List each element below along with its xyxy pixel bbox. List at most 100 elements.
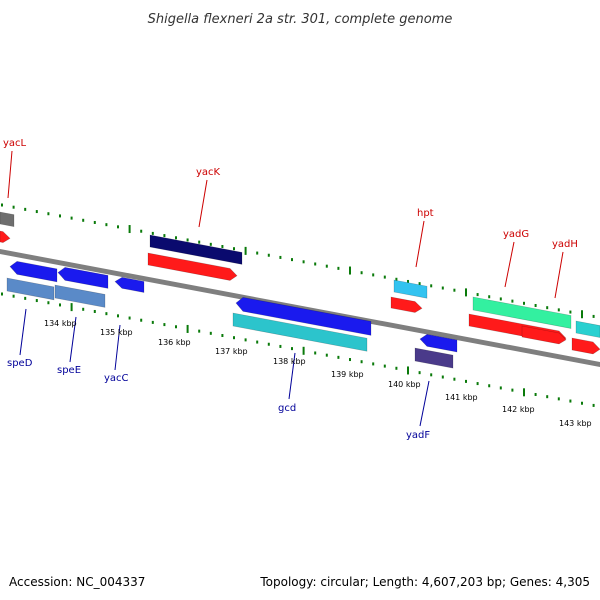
minor-tick xyxy=(279,255,282,259)
minor-tick xyxy=(291,347,293,351)
minor-tick xyxy=(337,355,340,359)
gene-label-yadG: yadG xyxy=(503,229,529,240)
gene-label-lines xyxy=(7,150,564,427)
feature-yacC xyxy=(114,277,145,293)
axis-tick-label: 143 kbp xyxy=(559,419,592,428)
feature-speE-cds xyxy=(54,284,106,308)
yadH-label-line xyxy=(554,251,564,299)
minor-tick xyxy=(35,299,38,303)
minor-tick xyxy=(337,266,340,270)
minor-tick xyxy=(175,236,177,240)
minor-tick xyxy=(418,282,421,286)
minor-tick xyxy=(511,299,514,303)
minor-tick xyxy=(117,314,119,318)
minor-tick xyxy=(24,296,27,300)
feature-track xyxy=(0,211,600,369)
axis-tick-label: 137 kbp xyxy=(215,347,248,356)
minor-tick xyxy=(453,377,456,381)
minor-tick xyxy=(198,240,201,244)
axis-tick-label: 134 kbp xyxy=(44,319,77,328)
minor-tick xyxy=(140,318,143,322)
yacC-label-line xyxy=(114,324,121,371)
map-title: Shigella flexneri 2a str. 301, complete … xyxy=(148,12,453,27)
gene-label-speE: speE xyxy=(57,365,81,376)
yadF-label-line xyxy=(419,380,430,427)
accession-text: Accession: NC_004337 xyxy=(9,575,145,589)
minor-tick xyxy=(221,334,224,338)
minor-tick xyxy=(314,262,317,266)
axis-tick-labels: 134 kbp 135 kbp 136 kbp 137 kbp 138 kbp 139 k… xyxy=(44,319,592,428)
minor-tick xyxy=(453,288,456,292)
minor-tick xyxy=(47,301,50,305)
axis-tick-label: 142 kbp xyxy=(502,405,535,414)
gene-label-yacK: yacK xyxy=(196,167,221,178)
minor-tick xyxy=(581,401,583,405)
minor-tick xyxy=(12,205,15,209)
minor-tick xyxy=(163,234,166,238)
minor-tick xyxy=(291,258,293,262)
feature-hpt xyxy=(390,296,423,313)
minor-tick xyxy=(140,229,143,233)
minor-tick xyxy=(430,284,433,288)
minor-tick xyxy=(407,279,409,283)
minor-tick xyxy=(557,397,560,401)
minor-tick xyxy=(557,308,560,312)
minor-tick xyxy=(372,362,375,366)
hpt-label-line xyxy=(415,220,425,268)
minor-tick xyxy=(221,245,224,249)
minor-tick xyxy=(488,295,491,299)
minor-tick xyxy=(569,399,572,403)
feature-speD-cds xyxy=(6,277,55,301)
minor-tick xyxy=(209,242,212,246)
yacL-label-line xyxy=(7,150,13,199)
minor-tick xyxy=(476,293,479,297)
minor-tick xyxy=(267,342,270,346)
minor-tick xyxy=(1,292,3,296)
minor-tick xyxy=(151,320,154,324)
minor-tick xyxy=(105,223,108,227)
gene-label-gcd: gcd xyxy=(278,403,296,414)
minor-tick xyxy=(523,301,525,305)
minor-tick xyxy=(383,275,386,279)
minor-tick xyxy=(488,384,491,388)
minor-tick xyxy=(70,216,73,220)
gene-label-yadH: yadH xyxy=(552,239,578,250)
gene-label-yadF: yadF xyxy=(406,430,430,441)
axis-tick-label: 139 kbp xyxy=(331,370,364,379)
minor-tick xyxy=(499,297,502,301)
minor-tick xyxy=(12,294,15,298)
axis-tick-label: 138 kbp xyxy=(273,357,306,366)
minor-tick xyxy=(325,264,328,268)
minor-tick xyxy=(175,325,177,329)
minor-tick xyxy=(256,340,259,344)
minor-tick xyxy=(47,212,50,216)
upper-tick-track xyxy=(1,203,595,319)
genome-summary-text: Topology: circular; Length: 4,607,203 bp… xyxy=(259,575,590,589)
minor-tick xyxy=(59,214,61,218)
minor-tick xyxy=(93,220,96,224)
feature-yadF xyxy=(419,334,458,353)
minor-tick xyxy=(233,247,235,251)
yacK-label-line xyxy=(198,179,208,228)
minor-tick xyxy=(441,375,444,379)
minor-tick xyxy=(534,303,537,307)
minor-tick xyxy=(534,392,537,396)
gene-label-hpt: hpt xyxy=(417,208,434,219)
minor-tick xyxy=(592,314,595,318)
minor-tick xyxy=(360,360,363,364)
lower-tick-track xyxy=(1,292,595,407)
minor-tick xyxy=(151,231,154,235)
minor-tick xyxy=(59,303,61,307)
speE-label-line xyxy=(69,316,77,363)
feature-hpt-cds xyxy=(393,279,428,299)
minor-tick xyxy=(35,210,38,214)
axis-tick-label: 135 kbp xyxy=(100,328,133,337)
minor-tick xyxy=(186,238,189,242)
gcd-label-line xyxy=(288,352,296,400)
feature-gray-left xyxy=(0,211,15,227)
feature-gcd-cds xyxy=(232,312,368,352)
minor-tick xyxy=(302,260,305,264)
gene-label-speD: speD xyxy=(7,358,33,369)
feature-yadF-cds xyxy=(414,347,454,369)
